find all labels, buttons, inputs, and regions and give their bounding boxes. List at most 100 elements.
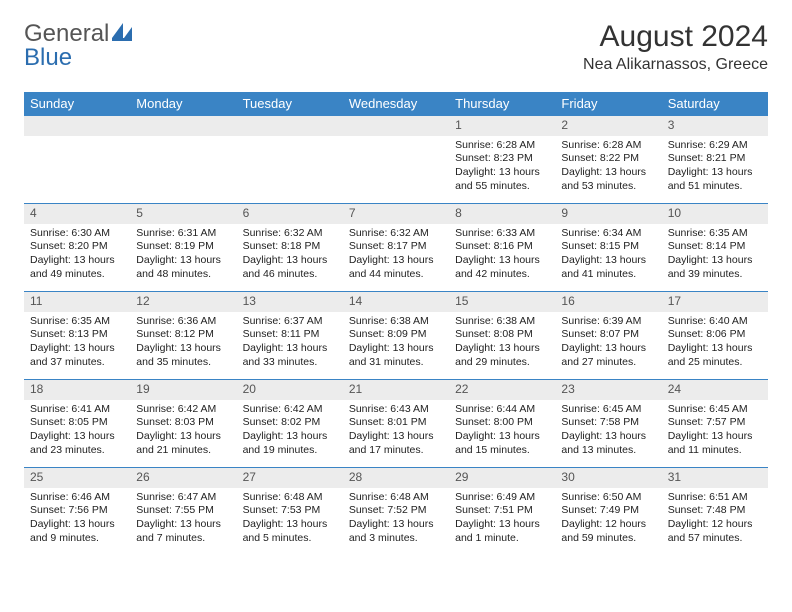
sunset-text: Sunset: 8:02 PM xyxy=(243,416,337,430)
day-content: Sunrise: 6:44 AMSunset: 8:00 PMDaylight:… xyxy=(449,400,555,464)
daylight-text: and 9 minutes. xyxy=(30,532,124,546)
daylight-text: Daylight: 13 hours xyxy=(561,166,655,180)
sunrise-text: Sunrise: 6:40 AM xyxy=(668,315,762,329)
sunrise-text: Sunrise: 6:41 AM xyxy=(30,403,124,417)
day-number: 24 xyxy=(662,379,768,400)
daylight-text: Daylight: 13 hours xyxy=(30,342,124,356)
day-number: 21 xyxy=(343,379,449,400)
sunset-text: Sunset: 8:07 PM xyxy=(561,328,655,342)
daylight-text: and 7 minutes. xyxy=(136,532,230,546)
sunset-text: Sunset: 7:52 PM xyxy=(349,504,443,518)
daylight-text: and 39 minutes. xyxy=(668,268,762,282)
daylight-text: Daylight: 13 hours xyxy=(668,254,762,268)
day-content: Sunrise: 6:37 AMSunset: 8:11 PMDaylight:… xyxy=(237,312,343,376)
day-content: Sunrise: 6:40 AMSunset: 8:06 PMDaylight:… xyxy=(662,312,768,376)
daylight-text: Daylight: 13 hours xyxy=(455,254,549,268)
day-number-empty xyxy=(130,115,236,136)
weekday-header: Saturday xyxy=(662,92,768,115)
weekday-header: Friday xyxy=(555,92,661,115)
day-number: 3 xyxy=(662,115,768,136)
daylight-text: and 57 minutes. xyxy=(668,532,762,546)
day-number-empty xyxy=(343,115,449,136)
calendar-cell: 12Sunrise: 6:36 AMSunset: 8:12 PMDayligh… xyxy=(130,291,236,379)
daylight-text: Daylight: 13 hours xyxy=(30,518,124,532)
sunset-text: Sunset: 7:58 PM xyxy=(561,416,655,430)
daylight-text: and 53 minutes. xyxy=(561,180,655,194)
day-content: Sunrise: 6:34 AMSunset: 8:15 PMDaylight:… xyxy=(555,224,661,288)
day-content: Sunrise: 6:32 AMSunset: 8:17 PMDaylight:… xyxy=(343,224,449,288)
logo-text-blue: Blue xyxy=(24,44,72,72)
calendar-cell: 16Sunrise: 6:39 AMSunset: 8:07 PMDayligh… xyxy=(555,291,661,379)
calendar-cell: 31Sunrise: 6:51 AMSunset: 7:48 PMDayligh… xyxy=(662,467,768,555)
day-content: Sunrise: 6:33 AMSunset: 8:16 PMDaylight:… xyxy=(449,224,555,288)
daylight-text: and 35 minutes. xyxy=(136,356,230,370)
daylight-text: Daylight: 13 hours xyxy=(668,342,762,356)
weekday-header-row: Sunday Monday Tuesday Wednesday Thursday… xyxy=(24,92,768,115)
calendar-cell: 8Sunrise: 6:33 AMSunset: 8:16 PMDaylight… xyxy=(449,203,555,291)
sunrise-text: Sunrise: 6:32 AM xyxy=(349,227,443,241)
daylight-text: Daylight: 13 hours xyxy=(136,342,230,356)
sunset-text: Sunset: 8:06 PM xyxy=(668,328,762,342)
daylight-text: Daylight: 13 hours xyxy=(30,254,124,268)
sunrise-text: Sunrise: 6:28 AM xyxy=(455,139,549,153)
day-number: 29 xyxy=(449,467,555,488)
day-number-empty xyxy=(237,115,343,136)
sunset-text: Sunset: 8:14 PM xyxy=(668,240,762,254)
sunset-text: Sunset: 7:55 PM xyxy=(136,504,230,518)
sunset-text: Sunset: 8:20 PM xyxy=(30,240,124,254)
calendar-cell: 23Sunrise: 6:45 AMSunset: 7:58 PMDayligh… xyxy=(555,379,661,467)
day-number: 10 xyxy=(662,203,768,224)
day-number: 26 xyxy=(130,467,236,488)
day-content: Sunrise: 6:35 AMSunset: 8:14 PMDaylight:… xyxy=(662,224,768,288)
sunset-text: Sunset: 8:05 PM xyxy=(30,416,124,430)
sunrise-text: Sunrise: 6:44 AM xyxy=(455,403,549,417)
sunset-text: Sunset: 8:18 PM xyxy=(243,240,337,254)
sunset-text: Sunset: 8:22 PM xyxy=(561,152,655,166)
daylight-text: Daylight: 13 hours xyxy=(349,518,443,532)
sunrise-text: Sunrise: 6:37 AM xyxy=(243,315,337,329)
calendar-cell: 29Sunrise: 6:49 AMSunset: 7:51 PMDayligh… xyxy=(449,467,555,555)
calendar-cell: 11Sunrise: 6:35 AMSunset: 8:13 PMDayligh… xyxy=(24,291,130,379)
day-content: Sunrise: 6:45 AMSunset: 7:57 PMDaylight:… xyxy=(662,400,768,464)
day-number: 19 xyxy=(130,379,236,400)
daylight-text: Daylight: 13 hours xyxy=(30,430,124,444)
daylight-text: Daylight: 13 hours xyxy=(349,342,443,356)
sunset-text: Sunset: 8:21 PM xyxy=(668,152,762,166)
calendar-week-row: 1Sunrise: 6:28 AMSunset: 8:23 PMDaylight… xyxy=(24,115,768,203)
day-content: Sunrise: 6:50 AMSunset: 7:49 PMDaylight:… xyxy=(555,488,661,552)
daylight-text: and 19 minutes. xyxy=(243,444,337,458)
sunrise-text: Sunrise: 6:38 AM xyxy=(455,315,549,329)
calendar-cell: 7Sunrise: 6:32 AMSunset: 8:17 PMDaylight… xyxy=(343,203,449,291)
sunset-text: Sunset: 8:09 PM xyxy=(349,328,443,342)
daylight-text: and 48 minutes. xyxy=(136,268,230,282)
weekday-header: Thursday xyxy=(449,92,555,115)
daylight-text: Daylight: 13 hours xyxy=(455,166,549,180)
sunset-text: Sunset: 8:00 PM xyxy=(455,416,549,430)
sunset-text: Sunset: 7:51 PM xyxy=(455,504,549,518)
calendar-cell: 24Sunrise: 6:45 AMSunset: 7:57 PMDayligh… xyxy=(662,379,768,467)
day-content: Sunrise: 6:47 AMSunset: 7:55 PMDaylight:… xyxy=(130,488,236,552)
daylight-text: Daylight: 13 hours xyxy=(136,518,230,532)
day-content: Sunrise: 6:35 AMSunset: 8:13 PMDaylight:… xyxy=(24,312,130,376)
daylight-text: and 33 minutes. xyxy=(243,356,337,370)
calendar-week-row: 11Sunrise: 6:35 AMSunset: 8:13 PMDayligh… xyxy=(24,291,768,379)
sunrise-text: Sunrise: 6:45 AM xyxy=(668,403,762,417)
sunrise-text: Sunrise: 6:31 AM xyxy=(136,227,230,241)
daylight-text: and 49 minutes. xyxy=(30,268,124,282)
daylight-text: Daylight: 13 hours xyxy=(243,342,337,356)
logo-sail-icon xyxy=(112,20,134,48)
daylight-text: Daylight: 13 hours xyxy=(668,166,762,180)
daylight-text: and 17 minutes. xyxy=(349,444,443,458)
day-number: 1 xyxy=(449,115,555,136)
sunset-text: Sunset: 7:53 PM xyxy=(243,504,337,518)
daylight-text: Daylight: 13 hours xyxy=(136,254,230,268)
calendar-cell: 27Sunrise: 6:48 AMSunset: 7:53 PMDayligh… xyxy=(237,467,343,555)
day-number: 22 xyxy=(449,379,555,400)
day-content: Sunrise: 6:38 AMSunset: 8:08 PMDaylight:… xyxy=(449,312,555,376)
sunset-text: Sunset: 8:01 PM xyxy=(349,416,443,430)
calendar-cell: 13Sunrise: 6:37 AMSunset: 8:11 PMDayligh… xyxy=(237,291,343,379)
daylight-text: Daylight: 13 hours xyxy=(455,430,549,444)
calendar-cell: 28Sunrise: 6:48 AMSunset: 7:52 PMDayligh… xyxy=(343,467,449,555)
day-number: 2 xyxy=(555,115,661,136)
weekday-header: Tuesday xyxy=(237,92,343,115)
